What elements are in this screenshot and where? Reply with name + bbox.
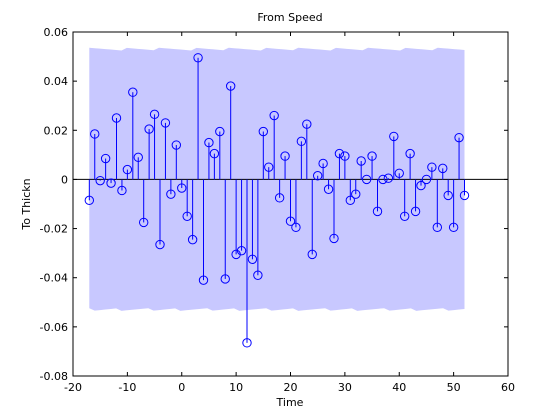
stem-marker xyxy=(236,245,247,256)
stem-marker xyxy=(340,151,350,161)
stem-marker xyxy=(410,206,421,217)
y-tick-label: 0 xyxy=(61,173,68,186)
stem-marker xyxy=(166,189,176,199)
stem-marker xyxy=(443,190,453,201)
tick-layer: -20 -10 0 10 20 30 40 50 60 -0.08 -0.06 -0.04 -0.02 0… xyxy=(40,26,515,394)
stem-marker xyxy=(149,109,160,120)
stem-marker xyxy=(372,206,383,217)
stem-marker xyxy=(285,216,296,226)
stem-marker xyxy=(111,113,122,123)
stem-marker xyxy=(280,151,290,161)
stem-marker xyxy=(454,132,464,143)
stem-marker xyxy=(296,136,307,147)
stem-marker xyxy=(269,110,279,121)
stem-marker xyxy=(204,137,214,148)
stem-marker xyxy=(90,129,100,139)
stem-marker xyxy=(389,131,399,142)
stem-marker xyxy=(438,163,448,174)
stem-marker xyxy=(106,178,116,188)
stem-marker xyxy=(334,148,345,159)
stem-marker xyxy=(177,183,187,193)
stem-marker xyxy=(253,270,263,280)
stem-marker xyxy=(351,189,361,199)
stem-marker xyxy=(378,174,388,185)
stem-marker xyxy=(405,148,415,159)
y-tick-label: 0.06 xyxy=(44,26,69,39)
y-tick-label: -0.08 xyxy=(40,370,68,383)
stem-marker xyxy=(128,87,138,97)
stem-marker xyxy=(100,153,111,164)
x-tick-label: -10 xyxy=(118,381,136,394)
stem-marker xyxy=(448,222,459,233)
stem-marker xyxy=(117,185,127,196)
stem-marker xyxy=(361,174,372,185)
stem-marker xyxy=(302,119,312,129)
stem-marker xyxy=(345,195,356,206)
x-tick-label: 0 xyxy=(178,381,185,394)
stem-marker xyxy=(95,175,105,186)
stem-marker xyxy=(264,162,274,172)
y-tick-label: 0.04 xyxy=(44,75,69,88)
stem-marker xyxy=(274,193,285,203)
stem-marker xyxy=(84,195,95,206)
stem-marker xyxy=(329,233,339,244)
stem-marker xyxy=(258,126,269,137)
stem-marker xyxy=(215,126,225,137)
stem-marker xyxy=(416,180,426,191)
chart-title: From Speed xyxy=(257,11,322,24)
stem-marker xyxy=(459,190,470,201)
stem-marker xyxy=(198,275,209,285)
stem-marker xyxy=(182,211,192,221)
stem-marker xyxy=(323,184,334,194)
x-tick-label: 40 xyxy=(392,381,406,394)
stem-marker xyxy=(225,81,236,91)
stem-marker xyxy=(138,217,149,228)
stem-marker xyxy=(291,222,301,233)
stem-marker xyxy=(307,249,317,260)
stem-marker xyxy=(171,140,182,150)
stem-marker xyxy=(187,234,198,245)
stem-marker xyxy=(432,222,443,233)
stem-marker xyxy=(209,148,220,159)
x-tick-label: 20 xyxy=(284,381,298,394)
stem-marker xyxy=(318,158,328,169)
x-tick-label: 30 xyxy=(338,381,352,394)
x-tick-label: 10 xyxy=(229,381,243,394)
stem-marker xyxy=(394,168,404,178)
stem-marker xyxy=(383,173,394,183)
stem-marker xyxy=(247,254,258,264)
y-tick-label: 0.02 xyxy=(44,124,69,137)
x-tick-label: 50 xyxy=(447,381,461,394)
stem-marker xyxy=(427,162,437,172)
y-tick-label: -0.04 xyxy=(40,272,68,285)
stem-marker xyxy=(356,156,366,166)
stem-marker xyxy=(242,338,252,348)
stem-marker xyxy=(367,151,377,161)
stem-marker xyxy=(155,239,165,250)
y-tick-label: -0.06 xyxy=(40,321,68,334)
stem-marker xyxy=(122,164,133,175)
y-tick-label: -0.02 xyxy=(40,223,68,236)
stem-marker xyxy=(399,211,410,221)
stem-marker xyxy=(220,274,230,284)
stem-marker xyxy=(133,152,143,163)
x-axis-label: Time xyxy=(276,396,304,409)
stem-marker xyxy=(312,171,323,181)
y-axis-label: To Thickn xyxy=(20,178,33,230)
stem-marker xyxy=(421,174,432,185)
x-tick-label: -20 xyxy=(64,381,82,394)
stem-series-layer xyxy=(84,53,470,348)
stem-marker xyxy=(193,53,203,63)
x-tick-label: 60 xyxy=(501,381,515,394)
stem-marker xyxy=(144,124,154,134)
stem-marker xyxy=(160,118,171,128)
